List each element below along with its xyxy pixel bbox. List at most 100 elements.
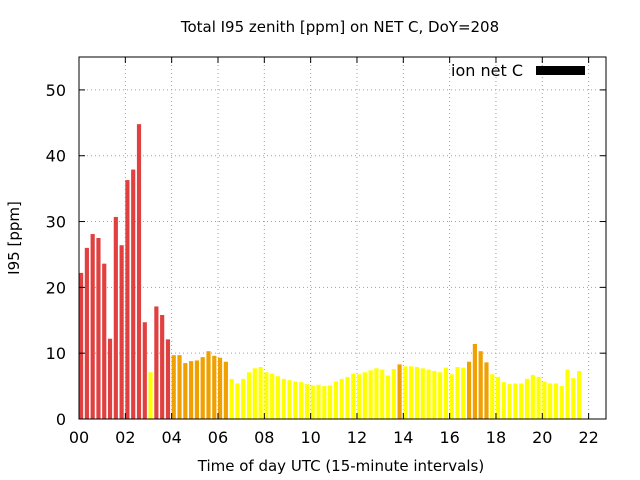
legend: ion net C (451, 61, 585, 80)
bar (107, 338, 113, 419)
bar (443, 367, 449, 419)
bar (270, 373, 275, 419)
bar (472, 343, 477, 419)
bar (414, 367, 420, 419)
bar (212, 355, 217, 419)
bar (165, 339, 171, 419)
bar (391, 368, 396, 419)
bar (96, 238, 101, 419)
bar (548, 383, 553, 419)
x-tick-label: 22 (578, 428, 598, 447)
bar (154, 306, 159, 419)
bar (490, 374, 495, 419)
x-tick-label: 06 (208, 428, 228, 447)
x-tick-label: 10 (300, 428, 320, 447)
bar (281, 378, 286, 419)
bar (177, 355, 182, 419)
bar (385, 375, 391, 419)
bar (293, 381, 298, 419)
bar (113, 216, 118, 419)
bar (322, 386, 327, 419)
bar (420, 368, 425, 419)
bar (189, 361, 194, 419)
plot-frame (78, 56, 607, 420)
bar (304, 384, 310, 419)
bar (467, 361, 472, 419)
bar (102, 263, 107, 419)
bar (495, 376, 501, 419)
bar (275, 376, 281, 419)
bar (409, 366, 414, 419)
bar (148, 372, 153, 419)
bar (142, 322, 147, 419)
tick-layer: 0 10 20 30 40 50 00 02 04 06 08 10 12 14 16 18 20 22 (46, 57, 606, 447)
x-tick-label: 14 (393, 428, 413, 447)
bar (252, 368, 257, 419)
bar (374, 368, 379, 419)
bar (125, 180, 130, 419)
bar (461, 367, 466, 419)
bar (380, 369, 385, 419)
bar (519, 383, 524, 419)
bar (131, 169, 136, 419)
legend-swatch (536, 66, 585, 75)
bar (351, 373, 356, 419)
bar (316, 384, 321, 419)
bar (559, 386, 564, 419)
y-tick-label: 10 (46, 344, 66, 363)
bar (333, 381, 338, 419)
bar-layer (79, 124, 582, 419)
bar (119, 245, 124, 419)
legend-label: ion net C (451, 61, 523, 80)
chart-title: Total I95 zenith [ppm] on NET C, DoY=208 (180, 18, 499, 36)
bar (403, 366, 408, 419)
x-tick-label: 12 (347, 428, 367, 447)
bar (287, 380, 292, 419)
bar (136, 124, 142, 419)
bar (246, 372, 252, 419)
bar (397, 364, 402, 419)
bar (258, 367, 263, 419)
bar (530, 374, 535, 419)
y-axis-label: I95 [ppm] (5, 201, 23, 275)
bar (345, 376, 350, 419)
bar (356, 374, 362, 419)
bar (229, 378, 234, 419)
bar (339, 378, 344, 419)
bar (84, 247, 89, 419)
bar (438, 372, 443, 419)
bar (565, 369, 570, 419)
bar (90, 234, 95, 419)
bar (455, 367, 460, 419)
bar (542, 381, 547, 419)
x-tick-label: 08 (254, 428, 274, 447)
bar (426, 369, 431, 419)
bar (241, 378, 246, 419)
bar (478, 351, 483, 419)
x-axis-label: Time of day UTC (15-minute intervals) (197, 457, 484, 475)
bar (553, 383, 559, 419)
bar (310, 385, 315, 419)
bar (536, 376, 541, 419)
bar (206, 351, 211, 419)
bar (362, 372, 367, 419)
bar (507, 384, 512, 419)
bar (171, 355, 176, 419)
x-tick-label: 02 (115, 428, 135, 447)
bar (501, 382, 506, 419)
y-tick-label: 0 (56, 410, 66, 429)
bar (217, 357, 223, 419)
y-tick-label: 20 (46, 278, 66, 297)
y-tick-label: 40 (46, 147, 66, 166)
bar (160, 315, 165, 419)
bar (328, 385, 333, 419)
grid-layer (79, 57, 606, 419)
bar (571, 378, 576, 419)
y-tick-label: 50 (46, 81, 66, 100)
x-tick-label: 04 (161, 428, 181, 447)
x-tick-label: 20 (532, 428, 552, 447)
bar (484, 362, 489, 419)
bar (368, 370, 373, 419)
y-tick-label: 30 (46, 213, 66, 232)
